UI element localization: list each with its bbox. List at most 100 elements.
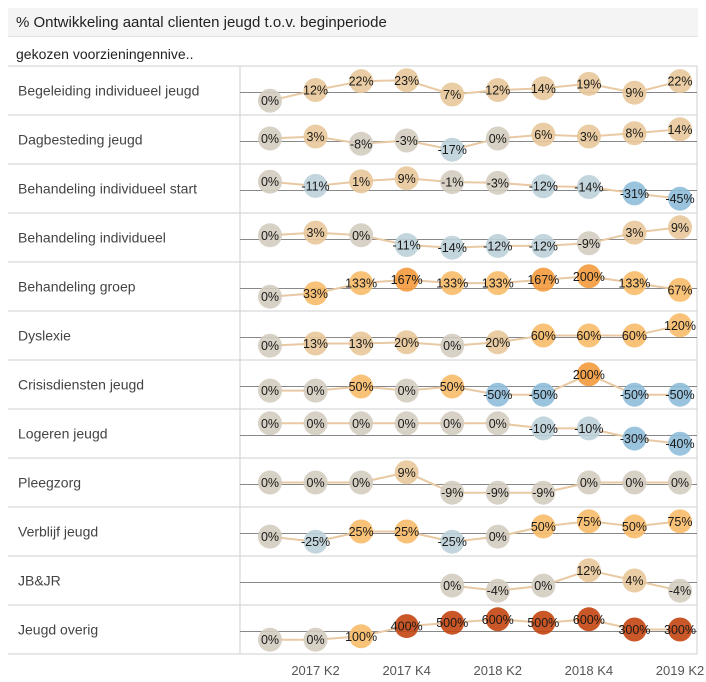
data-point[interactable] bbox=[668, 277, 692, 302]
data-point[interactable] bbox=[622, 514, 647, 539]
data-point[interactable] bbox=[668, 470, 692, 495]
row-pleegzorg[interactable]: Pleegzorg 0% 0% 0% 9% -9% -9% -9% 0% 0% 0% bbox=[8, 457, 697, 505]
data-point[interactable] bbox=[576, 231, 601, 256]
data-point[interactable] bbox=[440, 170, 465, 195]
data-point[interactable] bbox=[576, 174, 601, 199]
data-point[interactable] bbox=[258, 411, 282, 436]
data-point[interactable] bbox=[576, 416, 601, 441]
data-point[interactable] bbox=[394, 330, 419, 355]
data-point[interactable] bbox=[531, 122, 556, 147]
data-point[interactable] bbox=[485, 382, 510, 407]
data-point[interactable] bbox=[531, 323, 556, 348]
row-crisisdiensten-jeugd[interactable]: Crisisdiensten jeugd 0% 0% 50% 0% 50% -50% -50%… bbox=[8, 359, 697, 407]
data-point[interactable] bbox=[394, 267, 419, 292]
data-point[interactable] bbox=[485, 78, 510, 103]
data-point[interactable] bbox=[622, 220, 647, 245]
data-point[interactable] bbox=[668, 382, 692, 407]
row-verblijf-jeugd[interactable]: Verblijf jeugd 0% -25% 25% 25% -25% 0% 50% 75% 50… bbox=[8, 506, 697, 554]
data-point[interactable] bbox=[531, 610, 556, 635]
data-point[interactable] bbox=[258, 126, 282, 151]
data-point[interactable] bbox=[303, 378, 328, 403]
data-point[interactable] bbox=[394, 128, 419, 153]
data-point[interactable] bbox=[349, 223, 374, 248]
data-point[interactable] bbox=[531, 573, 556, 598]
data-point[interactable] bbox=[622, 382, 647, 407]
data-point[interactable] bbox=[576, 323, 601, 348]
data-point[interactable] bbox=[394, 378, 419, 403]
data-point[interactable] bbox=[394, 411, 419, 436]
data-point[interactable] bbox=[349, 169, 374, 194]
data-point[interactable] bbox=[440, 610, 465, 635]
row-logeren-jeugd[interactable]: Logeren jeugd 0% 0% 0% 0% 0% 0% -10% -10% -30% -40… bbox=[8, 408, 697, 456]
data-point[interactable] bbox=[622, 568, 647, 593]
data-point[interactable] bbox=[576, 509, 601, 534]
data-point[interactable] bbox=[394, 614, 419, 639]
data-point[interactable] bbox=[394, 519, 419, 544]
data-point[interactable] bbox=[576, 124, 601, 149]
row-behandeling-groep[interactable]: Behandeling groep 0% 33% 133% 167% 133% 133% 16… bbox=[8, 261, 697, 309]
row-jeugd-overig[interactable]: Jeugd overig 0% 0% 100% 400% 500% 600% 500% 600%… bbox=[8, 604, 697, 652]
data-point[interactable] bbox=[349, 271, 374, 296]
data-point[interactable] bbox=[485, 170, 510, 195]
data-point[interactable] bbox=[394, 233, 419, 258]
data-point[interactable] bbox=[303, 173, 328, 198]
data-point[interactable] bbox=[622, 121, 647, 146]
data-point[interactable] bbox=[485, 480, 510, 505]
data-point[interactable] bbox=[485, 411, 510, 436]
data-point[interactable] bbox=[440, 235, 465, 260]
data-point[interactable] bbox=[440, 529, 465, 554]
data-point[interactable] bbox=[349, 519, 374, 544]
data-point[interactable] bbox=[531, 480, 556, 505]
data-point[interactable] bbox=[576, 558, 601, 583]
data-point[interactable] bbox=[258, 378, 282, 403]
data-point[interactable] bbox=[349, 624, 374, 649]
data-point[interactable] bbox=[622, 470, 647, 495]
data-point[interactable] bbox=[668, 215, 692, 240]
data-point[interactable] bbox=[668, 617, 692, 642]
row-dagbesteding-jeugd[interactable]: Dagbesteding jeugd 0% 3% -8% -3% -17% 0% 6% 3% 8%… bbox=[8, 114, 697, 162]
row-begeleiding-individueel-jeugd[interactable]: Begeleiding individueel jeugd 0% 12% 22% 23%… bbox=[8, 65, 697, 113]
data-point[interactable] bbox=[668, 69, 692, 94]
data-point[interactable] bbox=[303, 529, 328, 554]
data-point[interactable] bbox=[440, 411, 465, 436]
data-point[interactable] bbox=[258, 333, 282, 358]
data-point[interactable] bbox=[622, 181, 647, 206]
data-point[interactable] bbox=[258, 223, 282, 248]
data-point[interactable] bbox=[485, 126, 510, 151]
data-point[interactable] bbox=[622, 617, 647, 642]
data-point[interactable] bbox=[349, 470, 374, 495]
data-point[interactable] bbox=[485, 524, 510, 549]
data-point[interactable] bbox=[440, 480, 465, 505]
data-point[interactable] bbox=[531, 382, 556, 407]
data-point[interactable] bbox=[668, 431, 692, 456]
data-point[interactable] bbox=[394, 460, 419, 485]
data-point[interactable] bbox=[440, 333, 465, 358]
row-dyslexie[interactable]: Dyslexie 0% 13% 13% 20% 0% 20% 60% 60% 60% 120% bbox=[8, 310, 697, 358]
data-point[interactable] bbox=[258, 88, 282, 113]
data-point[interactable] bbox=[485, 330, 510, 355]
data-point[interactable] bbox=[622, 80, 647, 105]
data-point[interactable] bbox=[531, 416, 556, 441]
data-point[interactable] bbox=[303, 411, 328, 436]
data-point[interactable] bbox=[258, 470, 282, 495]
data-point[interactable] bbox=[668, 578, 692, 603]
data-point[interactable] bbox=[485, 271, 510, 296]
data-point[interactable] bbox=[531, 267, 556, 292]
data-point[interactable] bbox=[485, 233, 510, 258]
data-point[interactable] bbox=[349, 131, 374, 156]
data-point[interactable] bbox=[303, 78, 328, 103]
data-point[interactable] bbox=[576, 362, 601, 387]
data-point[interactable] bbox=[349, 331, 374, 356]
data-point[interactable] bbox=[576, 607, 601, 632]
data-point[interactable] bbox=[668, 509, 692, 534]
data-point[interactable] bbox=[531, 514, 556, 539]
row-behandeling-individueel[interactable]: Behandeling individueel 0% 3% 0% -11% -14% -12… bbox=[8, 212, 697, 260]
data-point[interactable] bbox=[303, 470, 328, 495]
data-point[interactable] bbox=[349, 411, 374, 436]
filter-label[interactable]: gekozen voorzieningennive.. bbox=[16, 46, 194, 62]
data-point[interactable] bbox=[440, 271, 465, 296]
data-point[interactable] bbox=[394, 166, 419, 191]
row-jbandjr[interactable]: JB&JR 0% -4% 0% 12% 4% -4% bbox=[8, 555, 697, 603]
data-point[interactable] bbox=[440, 82, 465, 107]
data-point[interactable] bbox=[258, 284, 282, 309]
